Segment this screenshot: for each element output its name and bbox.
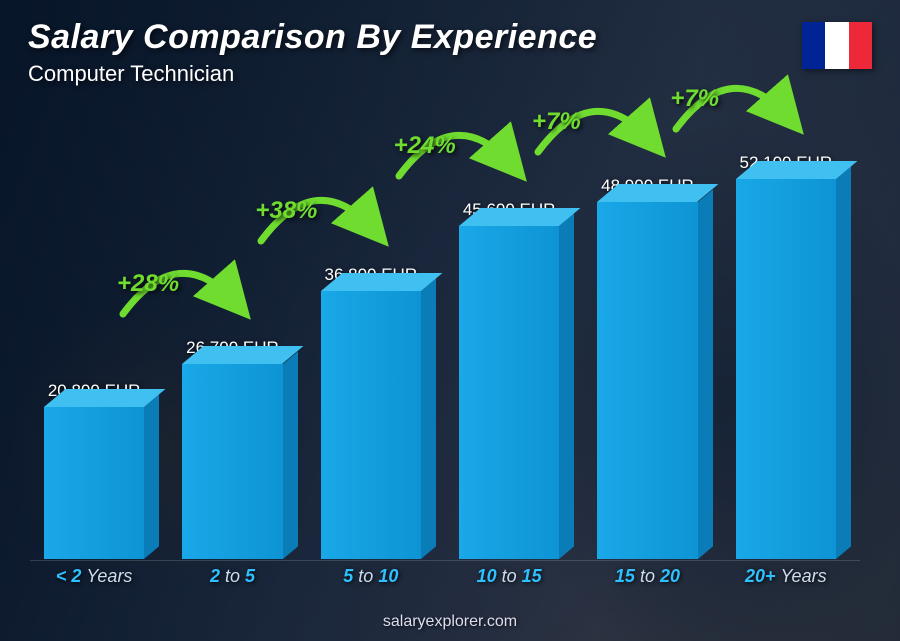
category-label: 20+ Years (745, 566, 827, 587)
bar-front (459, 226, 559, 559)
flag-stripe-red (849, 22, 872, 69)
header: Salary Comparison By Experience Computer… (28, 18, 597, 87)
increase-pct-label: +24% (394, 132, 456, 160)
bar-top (321, 273, 443, 291)
bar-side (836, 166, 851, 559)
bar-front (44, 407, 144, 559)
bar-slot: 20,800 EUR < 2 Years (30, 120, 158, 581)
flag-stripe-blue (802, 22, 825, 69)
bar-side (559, 213, 574, 559)
bar-side (144, 394, 159, 559)
bar-side (283, 351, 298, 559)
footer-site: salaryexplorer.com (0, 613, 900, 631)
increase-pct-label: +7% (532, 108, 581, 136)
bar-slot: 52,100 EUR +7% 20+ Years (722, 120, 850, 581)
bar-slot: 48,900 EUR +7% 15 to 20 (583, 120, 711, 581)
bar-front (736, 179, 836, 559)
bar-side (698, 189, 713, 559)
bar-side (421, 278, 436, 559)
category-label: < 2 Years (56, 566, 133, 587)
bar-front (597, 202, 697, 559)
bar (597, 202, 697, 559)
increase-pct-label: +28% (117, 270, 179, 298)
category-label: 2 to 5 (210, 566, 255, 587)
bar (459, 226, 559, 559)
bar (182, 364, 282, 559)
category-label: 15 to 20 (615, 566, 680, 587)
page-subtitle: Computer Technician (28, 61, 597, 87)
category-label: 5 to 10 (343, 566, 398, 587)
bar-slot: 36,800 EUR +38% 5 to 10 (307, 120, 435, 581)
bar-slot: 26,700 EUR +28% 2 to 5 (168, 120, 296, 581)
increase-pct-label: +7% (670, 85, 719, 113)
bar (736, 179, 836, 559)
increase-pct-label: +38% (255, 197, 317, 225)
flag-stripe-white (825, 22, 848, 69)
category-label: 10 to 15 (477, 566, 542, 587)
flag-france-icon (802, 22, 872, 69)
page-title: Salary Comparison By Experience (28, 18, 597, 57)
bar-top (736, 161, 858, 179)
bar-front (182, 364, 282, 559)
bar (44, 407, 144, 559)
bar-chart: 20,800 EUR < 2 Years26,700 EUR +28% 2 to… (30, 120, 850, 581)
bar-slot: 45,600 EUR +24% 10 to 15 (445, 120, 573, 581)
bar-front (321, 291, 421, 559)
bar (321, 291, 421, 559)
